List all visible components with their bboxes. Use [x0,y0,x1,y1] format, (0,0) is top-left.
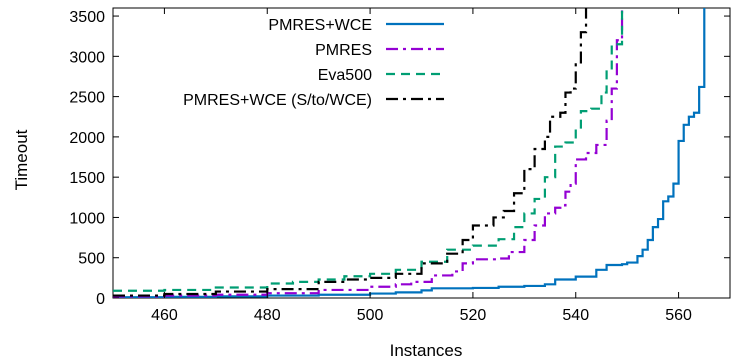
y-tick-label: 1500 [69,170,105,187]
series-line-2 [113,8,624,298]
x-axis-title: Instances [390,341,463,360]
y-axis-title: Timeout [12,129,31,190]
y-tick-label: 0 [96,291,105,308]
y-tick-label: 3500 [69,9,105,26]
y-tick-label: 1000 [69,210,105,227]
y-tick-label: 2500 [69,90,105,107]
legend: PMRES+WCE PMRES Eva500 PMRES+WCE (S/to/WCE) [183,17,444,109]
series-line-4 [113,8,588,297]
x-tick-label: 520 [460,307,487,324]
x-tick-label: 460 [151,307,178,324]
legend-label: PMRES+WCE (S/to/WCE) [183,92,372,109]
x-tick-label: 480 [254,307,281,324]
x-tick-label: 560 [665,307,692,324]
plot-frame [112,7,731,299]
y-tick-label: 3000 [69,49,105,66]
plot-border [112,7,731,299]
series-line-1 [113,8,706,298]
x-tick-label: 500 [357,307,384,324]
series-line-3 [113,8,624,292]
legend-label: PMRES [315,42,372,59]
y-tick-label: 2000 [69,130,105,147]
series-layer [113,8,706,298]
legend-label: Eva500 [318,67,372,84]
tick-layer: 460 480 500 520 540 560 0 500 1000 1500 2000 2500 30… [69,8,730,324]
y-tick-label: 500 [78,251,105,268]
legend-label: PMRES+WCE [268,17,372,34]
x-tick-label: 540 [562,307,589,324]
